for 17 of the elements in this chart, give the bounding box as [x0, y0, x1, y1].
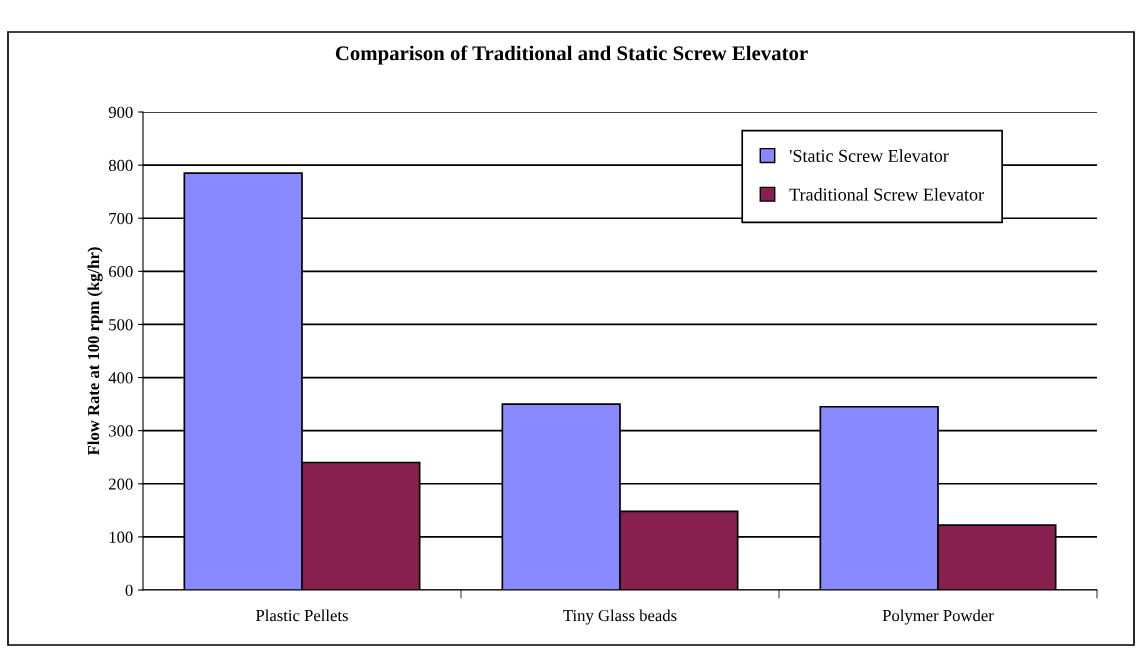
y-axis-title: Flow Rate at 100 rpm (kg/hr)	[87, 247, 103, 456]
chart-title: Comparison of Traditional and Static Screw Elevator	[335, 45, 808, 65]
y-tick-label: 200	[109, 478, 133, 490]
y-tick-label: 800	[108, 159, 133, 172]
legend-label: 'Static Screw Elevator	[789, 149, 949, 162]
y-tick-label: 300	[109, 425, 133, 437]
x-tick-label: Tiny Glass beads	[563, 609, 677, 625]
y-tick-label: 900	[108, 106, 133, 118]
y-tick-label: 0	[125, 584, 133, 596]
x-tick-label: Plastic Pellets	[255, 609, 348, 622]
y-tick-label: 400	[108, 372, 133, 384]
y-tick-label: 700	[109, 212, 133, 225]
legend-label: Traditional Screw Elevator	[789, 187, 984, 201]
y-tick-label: 100	[109, 531, 133, 543]
y-tick-label: 600	[108, 266, 133, 278]
y-tick-label: 500	[109, 319, 133, 331]
x-tick-label: Polymer Powder	[882, 609, 994, 625]
